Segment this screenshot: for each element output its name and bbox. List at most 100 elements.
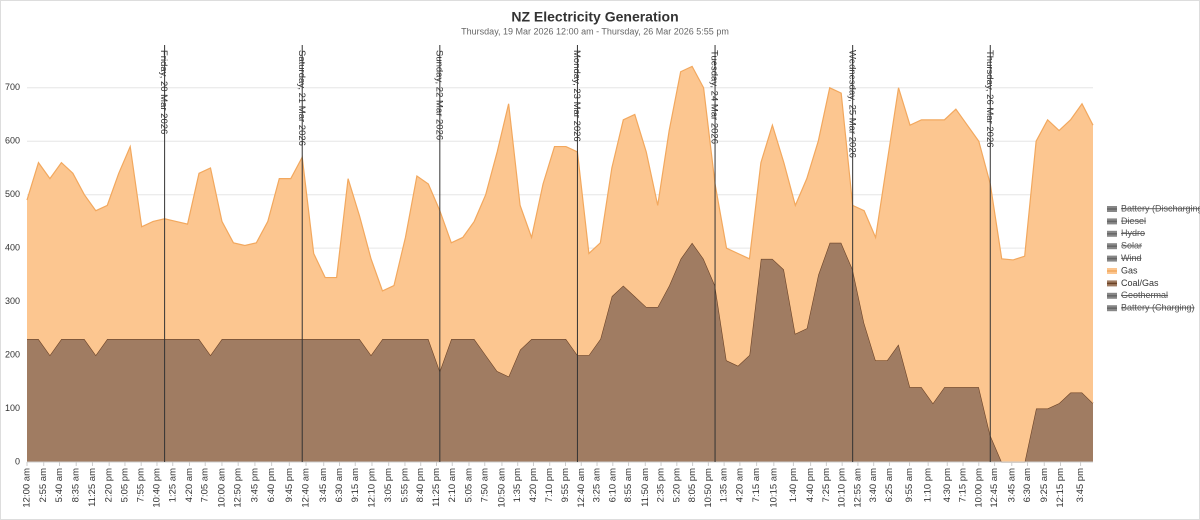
x-tick-label: 4:40 pm (805, 468, 816, 502)
x-tick-label: 10:00 pm (973, 468, 984, 508)
x-tick-label: 7:55 pm (136, 468, 147, 502)
x-tick-label: 3:40 am (868, 468, 879, 502)
x-tick-label: 2:55 am (38, 468, 49, 502)
x-tick-label: 6:25 am (884, 468, 895, 502)
x-tick-label: 7:50 am (479, 468, 490, 502)
legend-item[interactable]: Gas (1107, 265, 1138, 275)
x-tick-label: 1:35 am (719, 468, 730, 502)
x-tick-label: 6:30 am (334, 468, 345, 502)
x-tick-label: 2:20 pm (104, 468, 115, 502)
x-tick-label: 5:40 am (54, 468, 65, 502)
legend-item[interactable]: Solar (1107, 241, 1142, 251)
chart-subtitle: Thursday, 19 Mar 2026 12:00 am - Thursda… (461, 26, 729, 36)
y-tick-label: 300 (5, 296, 20, 306)
x-tick-label: 4:30 pm (942, 468, 953, 502)
x-tick-label: 7:10 pm (544, 468, 555, 502)
day-label: Saturday, 21 Mar 2026 (296, 50, 307, 146)
y-tick-label: 100 (5, 403, 20, 413)
x-tick-label: 12:40 am (576, 468, 587, 508)
legend-label: Coal/Gas (1121, 278, 1159, 288)
x-tick-label: 7:15 am (751, 468, 762, 502)
day-label: Tuesday, 24 Mar 2026 (709, 50, 720, 144)
legend-item[interactable]: Geothermal (1107, 290, 1168, 300)
x-tick-label: 11:25 am (87, 468, 98, 507)
x-tick-label: 12:00 am (22, 468, 33, 508)
x-tick-label: 3:05 pm (383, 468, 394, 502)
legend-label: Battery (Discharging) (1121, 203, 1200, 213)
x-tick-label: 7:25 pm (821, 468, 832, 502)
x-tick-label: 6:10 am (607, 468, 618, 502)
x-tick-label: 11:50 am (640, 468, 651, 507)
x-tick-label: 8:55 am (623, 468, 634, 502)
legend-label: Solar (1121, 241, 1142, 251)
legend-item[interactable]: Diesel (1107, 216, 1146, 226)
day-label: Sunday, 22 Mar 2026 (433, 50, 444, 140)
x-tick-label: 12:45 am (989, 468, 1000, 508)
x-tick-label: 9:55 am (904, 468, 915, 502)
x-tick-label: 3:45 pm (1075, 468, 1086, 502)
x-tick-label: 9:45 pm (284, 468, 295, 502)
y-tick-label: 500 (5, 189, 20, 199)
x-tick-label: 3:25 am (592, 468, 603, 502)
legend-item[interactable]: Coal/Gas (1107, 278, 1159, 288)
x-tick-label: 4:20 pm (528, 468, 539, 502)
y-tick-label: 400 (5, 243, 20, 253)
x-tick-label: 1:25 am (167, 468, 178, 502)
x-tick-label: 1:10 pm (923, 468, 934, 502)
x-tick-label: 2:10 am (447, 468, 458, 502)
x-tick-label: 10:10 pm (837, 468, 848, 508)
legend-label: Hydro (1121, 228, 1145, 238)
x-tick-label: 6:40 pm (266, 468, 277, 502)
x-tick-label: 1:40 pm (788, 468, 799, 502)
x-tick-label: 7:05 am (200, 468, 211, 502)
day-label: Thursday, 26 Mar 2026 (984, 50, 995, 148)
area-line (26, 65, 1094, 292)
x-tick-label: 9:25 am (1039, 468, 1050, 502)
day-label: Wednesday, 25 Mar 2026 (846, 50, 857, 158)
x-tick-label: 5:20 pm (671, 468, 682, 502)
legend-item[interactable]: Battery (Discharging) (1107, 203, 1200, 213)
y-tick-label: 0 (15, 456, 20, 466)
x-tick-label: 5:05 pm (119, 468, 130, 502)
legend-item[interactable]: Wind (1107, 253, 1142, 263)
legend-label: Geothermal (1121, 290, 1168, 300)
x-tick-label: 1:35 pm (512, 468, 523, 502)
x-tick-label: 11:25 pm (431, 468, 442, 507)
x-tick-label: 8:40 pm (415, 468, 426, 502)
legend-label: Wind (1121, 253, 1142, 263)
x-tick-label: 3:45 am (318, 468, 329, 502)
day-label: Friday, 20 Mar 2026 (158, 50, 169, 134)
x-tick-label: 6:30 am (1022, 468, 1033, 502)
y-tick-label: 700 (5, 82, 20, 92)
x-tick-label: 12:10 pm (366, 468, 377, 508)
y-tick-label: 600 (5, 136, 20, 146)
x-tick-label: 10:15 am (768, 468, 779, 508)
x-tick-label: 12:50 pm (233, 468, 244, 508)
x-tick-label: 12:40 am (301, 468, 312, 508)
x-tick-label: 4:20 am (184, 468, 195, 502)
x-tick-label: 10:00 am (216, 468, 227, 508)
day-label: Monday, 23 Mar 2026 (571, 50, 582, 142)
x-tick-label: 9:15 am (350, 468, 361, 502)
x-tick-label: 10:50 am (496, 468, 507, 508)
x-tick-label: 4:20 am (734, 468, 745, 502)
x-tick-label: 10:50 pm (703, 468, 714, 508)
x-tick-label: 10:40 pm (151, 468, 162, 508)
x-tick-label: 8:35 am (71, 468, 82, 502)
x-tick-label: 3:45 pm (249, 468, 260, 502)
legend-item[interactable]: Battery (Charging) (1107, 303, 1195, 313)
y-tick-label: 200 (5, 349, 20, 359)
x-tick-label: 3:45 am (1006, 468, 1017, 502)
x-tick-label: 7:15 pm (958, 468, 969, 502)
x-tick-label: 5:55 pm (399, 468, 410, 502)
legend-label: Gas (1121, 265, 1138, 275)
x-tick-label: 5:05 am (463, 468, 474, 502)
x-tick-label: 2:35 pm (656, 468, 667, 502)
legend-item[interactable]: Hydro (1107, 228, 1145, 238)
chart-title: NZ Electricity Generation (511, 9, 678, 25)
area (27, 242, 1093, 462)
legend-label: Battery (Charging) (1121, 303, 1195, 313)
x-tick-label: 12:55 am (852, 468, 863, 508)
